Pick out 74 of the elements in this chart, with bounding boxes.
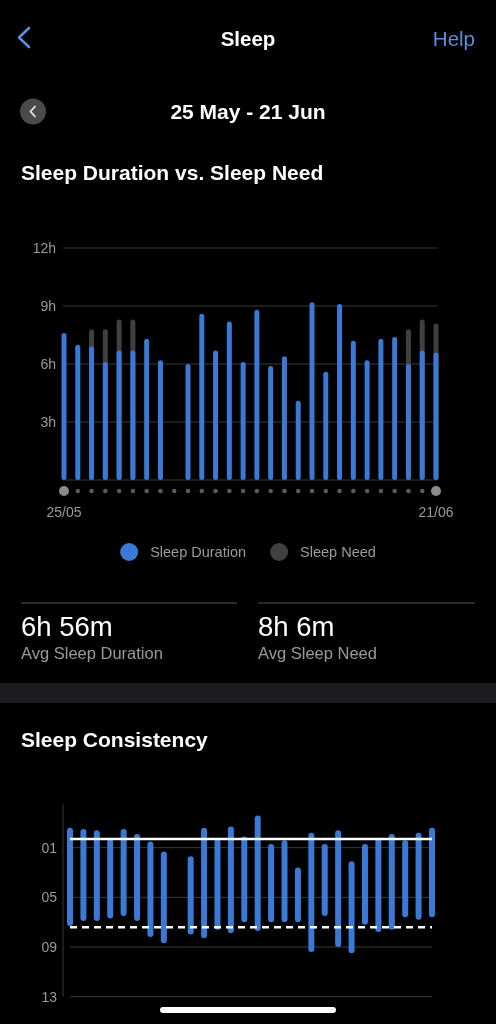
bar: [254, 309, 260, 480]
bar: [226, 321, 232, 480]
bar: [268, 365, 274, 480]
y-tick-label: 6h: [40, 356, 56, 372]
x-tick-label: 25/05: [46, 504, 82, 520]
bar: [102, 362, 108, 480]
legend-label: Sleep Need: [300, 544, 376, 560]
bar: [241, 836, 248, 923]
y-tick-label: 12h: [32, 240, 56, 256]
bar: [392, 336, 398, 480]
bar: [130, 350, 136, 480]
y-tick-label: 09: [41, 939, 58, 956]
bar: [321, 843, 328, 916]
y-tick-label: 13: [41, 988, 58, 1005]
bar: [147, 841, 154, 938]
text: 25 May - 21 Jun: [170, 100, 326, 123]
text: 8h 6m: [258, 611, 335, 642]
bar: [350, 340, 356, 480]
bar: [294, 867, 301, 923]
text: 6h 56m: [21, 611, 113, 642]
bar: [187, 856, 194, 935]
bar: [433, 352, 439, 480]
y-tick-label: 05: [41, 889, 58, 906]
bar: [375, 837, 382, 933]
bar: [415, 832, 422, 920]
bar: [185, 364, 191, 480]
chart-title: Sleep Duration vs. Sleep Need: [21, 161, 324, 184]
bar: [364, 360, 370, 480]
bar: [75, 344, 81, 480]
bar: [295, 400, 301, 480]
y-tick-label: 9h: [40, 298, 56, 314]
bar: [337, 304, 343, 480]
bar: [93, 830, 100, 921]
x-tick-label: 21/06: [418, 504, 454, 520]
bar: [134, 834, 141, 921]
bar: [402, 840, 409, 918]
bar: [388, 834, 395, 930]
bar: [308, 832, 315, 952]
text: Help: [432, 27, 475, 50]
bar: [281, 840, 288, 923]
bar: [214, 838, 221, 930]
bar: [213, 350, 219, 480]
bar: [61, 333, 67, 480]
bar: [323, 371, 329, 480]
chart-title: Sleep Consistency: [21, 728, 209, 751]
bar: [309, 302, 315, 480]
bar: [405, 364, 411, 480]
bar: [80, 829, 87, 921]
bar: [144, 338, 150, 480]
bar: [157, 360, 163, 480]
bar: [335, 830, 342, 948]
text: Avg Sleep Duration: [21, 644, 163, 662]
bar: [361, 843, 368, 925]
bar: [254, 815, 261, 931]
bar: [116, 350, 122, 480]
legend-label: Sleep Duration: [150, 544, 247, 560]
bar: [281, 356, 287, 480]
bar: [348, 861, 355, 954]
text: Avg Sleep Need: [258, 644, 377, 662]
bar: [160, 851, 167, 944]
bar: [419, 350, 425, 480]
y-tick-label: 3h: [40, 414, 56, 430]
bar: [107, 838, 114, 919]
bar: [120, 829, 127, 916]
bar: [199, 313, 205, 480]
bar: [268, 843, 275, 923]
bar: [67, 827, 73, 926]
bar: [429, 827, 435, 918]
bar: [240, 362, 246, 480]
bar: [227, 826, 234, 934]
bar: [378, 338, 384, 480]
y-tick-label: 01: [41, 839, 58, 856]
text: Sleep: [220, 27, 276, 50]
bar: [201, 827, 208, 939]
